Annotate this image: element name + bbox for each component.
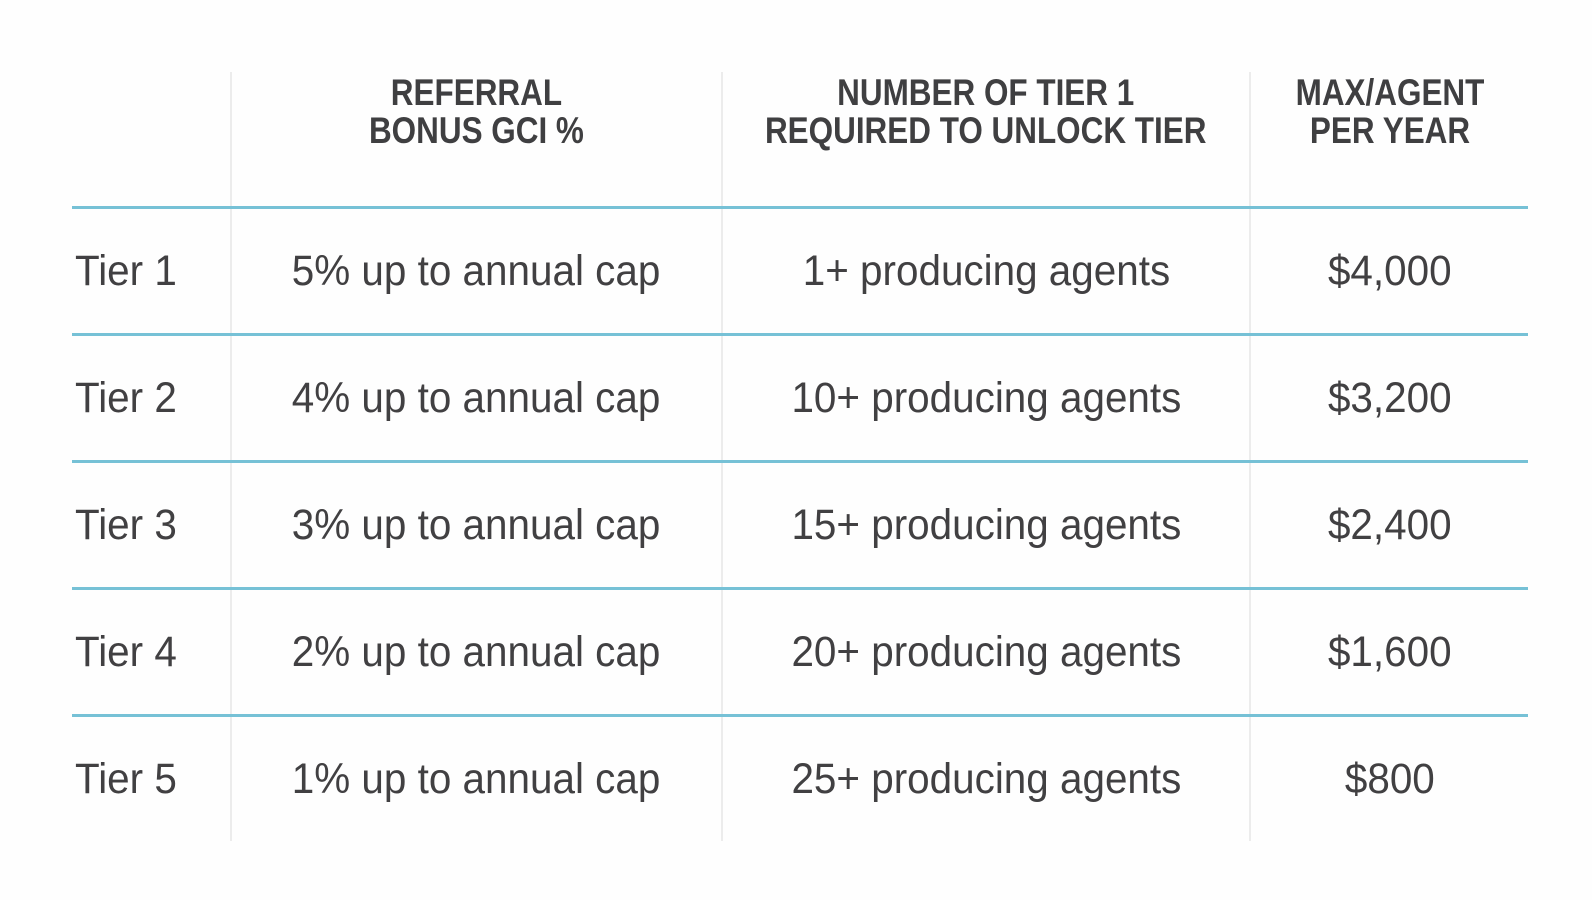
bonus-cell: 1% up to annual cap (231, 715, 723, 841)
required-value: 1+ producing agents (802, 246, 1170, 295)
header-label: REFERRAL BONUS GCI % (369, 72, 584, 151)
tier-label: Tier 5 (75, 754, 177, 803)
bonus-cell: 5% up to annual cap (231, 207, 723, 336)
table-row-tier-2: Tier 2 4% up to annual cap 10+ producing… (72, 334, 1528, 463)
tier-label: Tier 4 (75, 627, 177, 676)
max-cell: $800 (1250, 716, 1528, 842)
table-row-tier-4: Tier 4 2% up to annual cap 20+ producing… (72, 588, 1528, 717)
max-value: $2,400 (1327, 500, 1452, 549)
tier-cell: Tier 2 (72, 334, 232, 463)
header-label: NUMBER OF TIER 1 REQUIRED TO UNLOCK TIER (765, 72, 1207, 151)
bonus-cell: 3% up to annual cap (231, 461, 723, 590)
max-value: $3,200 (1327, 373, 1452, 422)
required-value: 20+ producing agents (791, 627, 1181, 676)
required-cell: 1+ producing agents (722, 207, 1251, 336)
tier-cell: Tier 1 (72, 207, 232, 336)
referral-bonus-tier-table: REFERRAL BONUS GCI % NUMBER OF TIER 1 RE… (72, 72, 1528, 841)
required-value: 15+ producing agents (791, 500, 1181, 549)
table-row-tier-1: Tier 1 5% up to annual cap 1+ producing … (72, 207, 1528, 336)
bonus-value: 2% up to annual cap (292, 627, 661, 676)
required-value: 25+ producing agents (791, 754, 1181, 803)
tier-label: Tier 3 (75, 500, 177, 549)
max-cell: $1,600 (1250, 588, 1528, 717)
tier-label: Tier 1 (75, 246, 177, 295)
max-cell: $4,000 (1250, 207, 1528, 336)
max-cell: $3,200 (1250, 334, 1528, 463)
table-header-row: REFERRAL BONUS GCI % NUMBER OF TIER 1 RE… (72, 72, 1528, 209)
max-value: $800 (1344, 754, 1435, 803)
header-referral-bonus-gci: REFERRAL BONUS GCI % (231, 72, 723, 209)
max-value: $4,000 (1327, 246, 1452, 295)
bonus-cell: 4% up to annual cap (231, 334, 723, 463)
header-number-tier1-required: NUMBER OF TIER 1 REQUIRED TO UNLOCK TIER (722, 72, 1251, 209)
required-cell: 10+ producing agents (722, 334, 1251, 463)
required-cell: 15+ producing agents (722, 461, 1251, 590)
bonus-value: 4% up to annual cap (292, 373, 661, 422)
table-row-tier-3: Tier 3 3% up to annual cap 15+ producing… (72, 461, 1528, 590)
bonus-cell: 2% up to annual cap (231, 588, 723, 717)
header-label: MAX/AGENT PER YEAR (1295, 72, 1484, 151)
bonus-value: 5% up to annual cap (292, 246, 661, 295)
tier-cell: Tier 3 (72, 461, 232, 590)
max-value: $1,600 (1327, 627, 1452, 676)
table-row-tier-5: Tier 5 1% up to annual cap 25+ producing… (72, 715, 1528, 842)
required-cell: 20+ producing agents (722, 588, 1251, 717)
header-max-agent-per-year: MAX/AGENT PER YEAR (1250, 72, 1528, 209)
tier-label: Tier 2 (75, 373, 177, 422)
header-tier-empty (72, 72, 232, 209)
tier-cell: Tier 4 (72, 588, 232, 717)
required-cell: 25+ producing agents (722, 715, 1251, 841)
tier-cell: Tier 5 (72, 715, 232, 841)
bonus-value: 3% up to annual cap (292, 500, 661, 549)
required-value: 10+ producing agents (791, 373, 1181, 422)
max-cell: $2,400 (1250, 461, 1528, 590)
bonus-value: 1% up to annual cap (292, 754, 661, 803)
